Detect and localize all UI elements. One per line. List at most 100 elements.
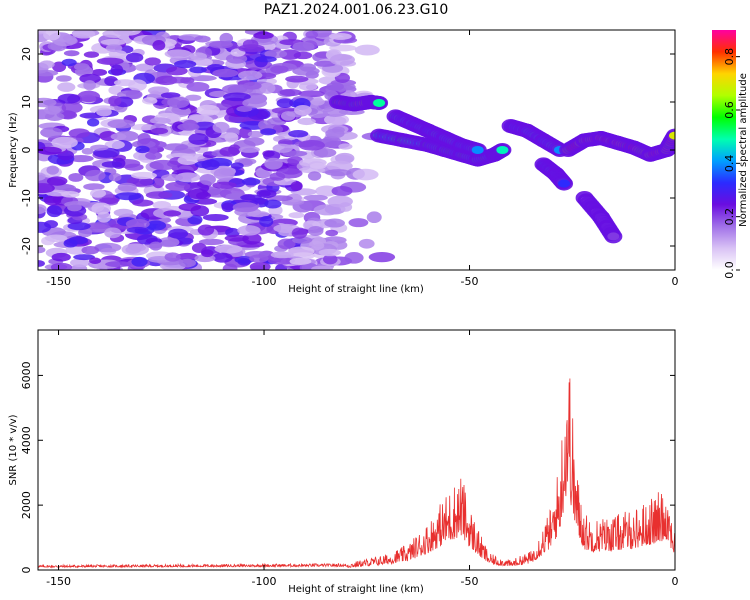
noise-blob — [185, 94, 202, 101]
noise-blob — [358, 238, 375, 249]
noise-blob — [242, 233, 262, 245]
noise-blob — [157, 237, 180, 248]
noise-blob — [68, 172, 84, 182]
noise-blob — [328, 32, 352, 40]
noise-blob — [338, 143, 353, 150]
noise-blob — [259, 216, 274, 227]
colorbar-tick-label: 0.2 — [723, 208, 736, 226]
noise-blob — [275, 168, 303, 179]
x-tick-label: -100 — [252, 275, 277, 288]
noise-blob — [149, 241, 163, 251]
ridge-core — [373, 98, 386, 107]
noise-blob — [366, 211, 382, 224]
noise-blob — [67, 203, 82, 212]
noise-blob — [83, 51, 100, 58]
noise-blob — [73, 63, 90, 71]
noise-blob — [130, 171, 157, 180]
noise-blob — [221, 202, 235, 213]
noise-blob — [326, 82, 344, 91]
noise-blob — [288, 212, 305, 219]
noise-blob — [219, 146, 240, 157]
noise-blob — [46, 176, 68, 186]
noise-blob — [232, 202, 259, 213]
noise-blob — [126, 226, 149, 234]
noise-blob — [152, 176, 165, 189]
noise-blob — [223, 92, 251, 102]
noise-blob — [255, 56, 277, 63]
noise-blob — [189, 52, 208, 61]
noise-blob — [89, 257, 102, 264]
noise-blob — [212, 181, 237, 189]
noise-blob — [177, 123, 200, 131]
noise-blob — [94, 242, 122, 253]
noise-blob — [188, 114, 205, 121]
noise-blob — [145, 220, 167, 231]
noise-blob — [128, 79, 147, 92]
noise-blob — [303, 194, 328, 201]
noise-blob — [318, 248, 341, 257]
noise-blob — [40, 127, 63, 139]
noise-blob — [162, 76, 191, 84]
noise-blob — [321, 136, 342, 148]
noise-blob — [90, 144, 109, 151]
noise-blob — [38, 246, 46, 254]
noise-blob — [132, 199, 154, 207]
noise-blob — [315, 185, 338, 197]
noise-blob — [90, 188, 106, 198]
noise-blob — [201, 249, 214, 258]
snr-ylabel: SNR (10 * v/v) — [8, 414, 19, 485]
noise-blob — [285, 75, 309, 83]
noise-blob — [63, 50, 80, 57]
colorbar-tick-label: 0.4 — [723, 155, 736, 173]
noise-blob — [213, 168, 235, 180]
noise-blob — [298, 90, 325, 98]
noise-blob — [329, 53, 355, 66]
noise-blob — [188, 133, 209, 145]
noise-blob — [85, 223, 107, 230]
noise-blob — [196, 104, 220, 116]
noise-blob — [46, 165, 60, 175]
noise-blob — [81, 147, 94, 155]
noise-blob — [325, 229, 339, 237]
noise-blob — [79, 73, 101, 84]
noise-blob — [70, 258, 90, 268]
noise-blob — [96, 211, 112, 223]
colorbar-gradient — [712, 30, 736, 270]
x-tick-label: -50 — [461, 575, 479, 588]
noise-blob — [326, 160, 353, 172]
noise-blob — [294, 105, 312, 116]
noise-blob — [307, 225, 324, 236]
noise-blob — [141, 97, 158, 105]
noise-blob — [247, 211, 270, 218]
noise-blob — [327, 195, 353, 208]
noise-blob — [130, 123, 157, 131]
noise-blob — [77, 90, 101, 103]
noise-blob — [83, 80, 96, 91]
x-tick-label: 0 — [672, 575, 679, 588]
noise-blob — [292, 66, 320, 76]
noise-blob — [201, 159, 220, 171]
noise-blob — [264, 157, 283, 170]
noise-blob — [68, 128, 90, 139]
noise-blob — [96, 57, 124, 65]
noise-blob — [67, 222, 91, 231]
noise-blob — [44, 105, 61, 115]
noise-blob — [68, 154, 94, 163]
noise-blob — [249, 261, 271, 270]
noise-blob — [189, 66, 207, 74]
noise-blob — [322, 254, 338, 265]
noise-blob — [287, 156, 303, 166]
noise-blob — [125, 52, 144, 63]
noise-blob — [187, 214, 203, 225]
noise-blob — [51, 252, 71, 262]
noise-blob — [149, 117, 172, 125]
noise-blob — [96, 107, 112, 117]
noise-blob — [105, 43, 123, 53]
noise-blob — [160, 92, 181, 99]
noise-blob — [222, 84, 248, 95]
noise-blob — [280, 111, 296, 121]
noise-blob — [137, 132, 151, 145]
noise-blob — [368, 251, 396, 263]
noise-blob — [202, 213, 229, 222]
